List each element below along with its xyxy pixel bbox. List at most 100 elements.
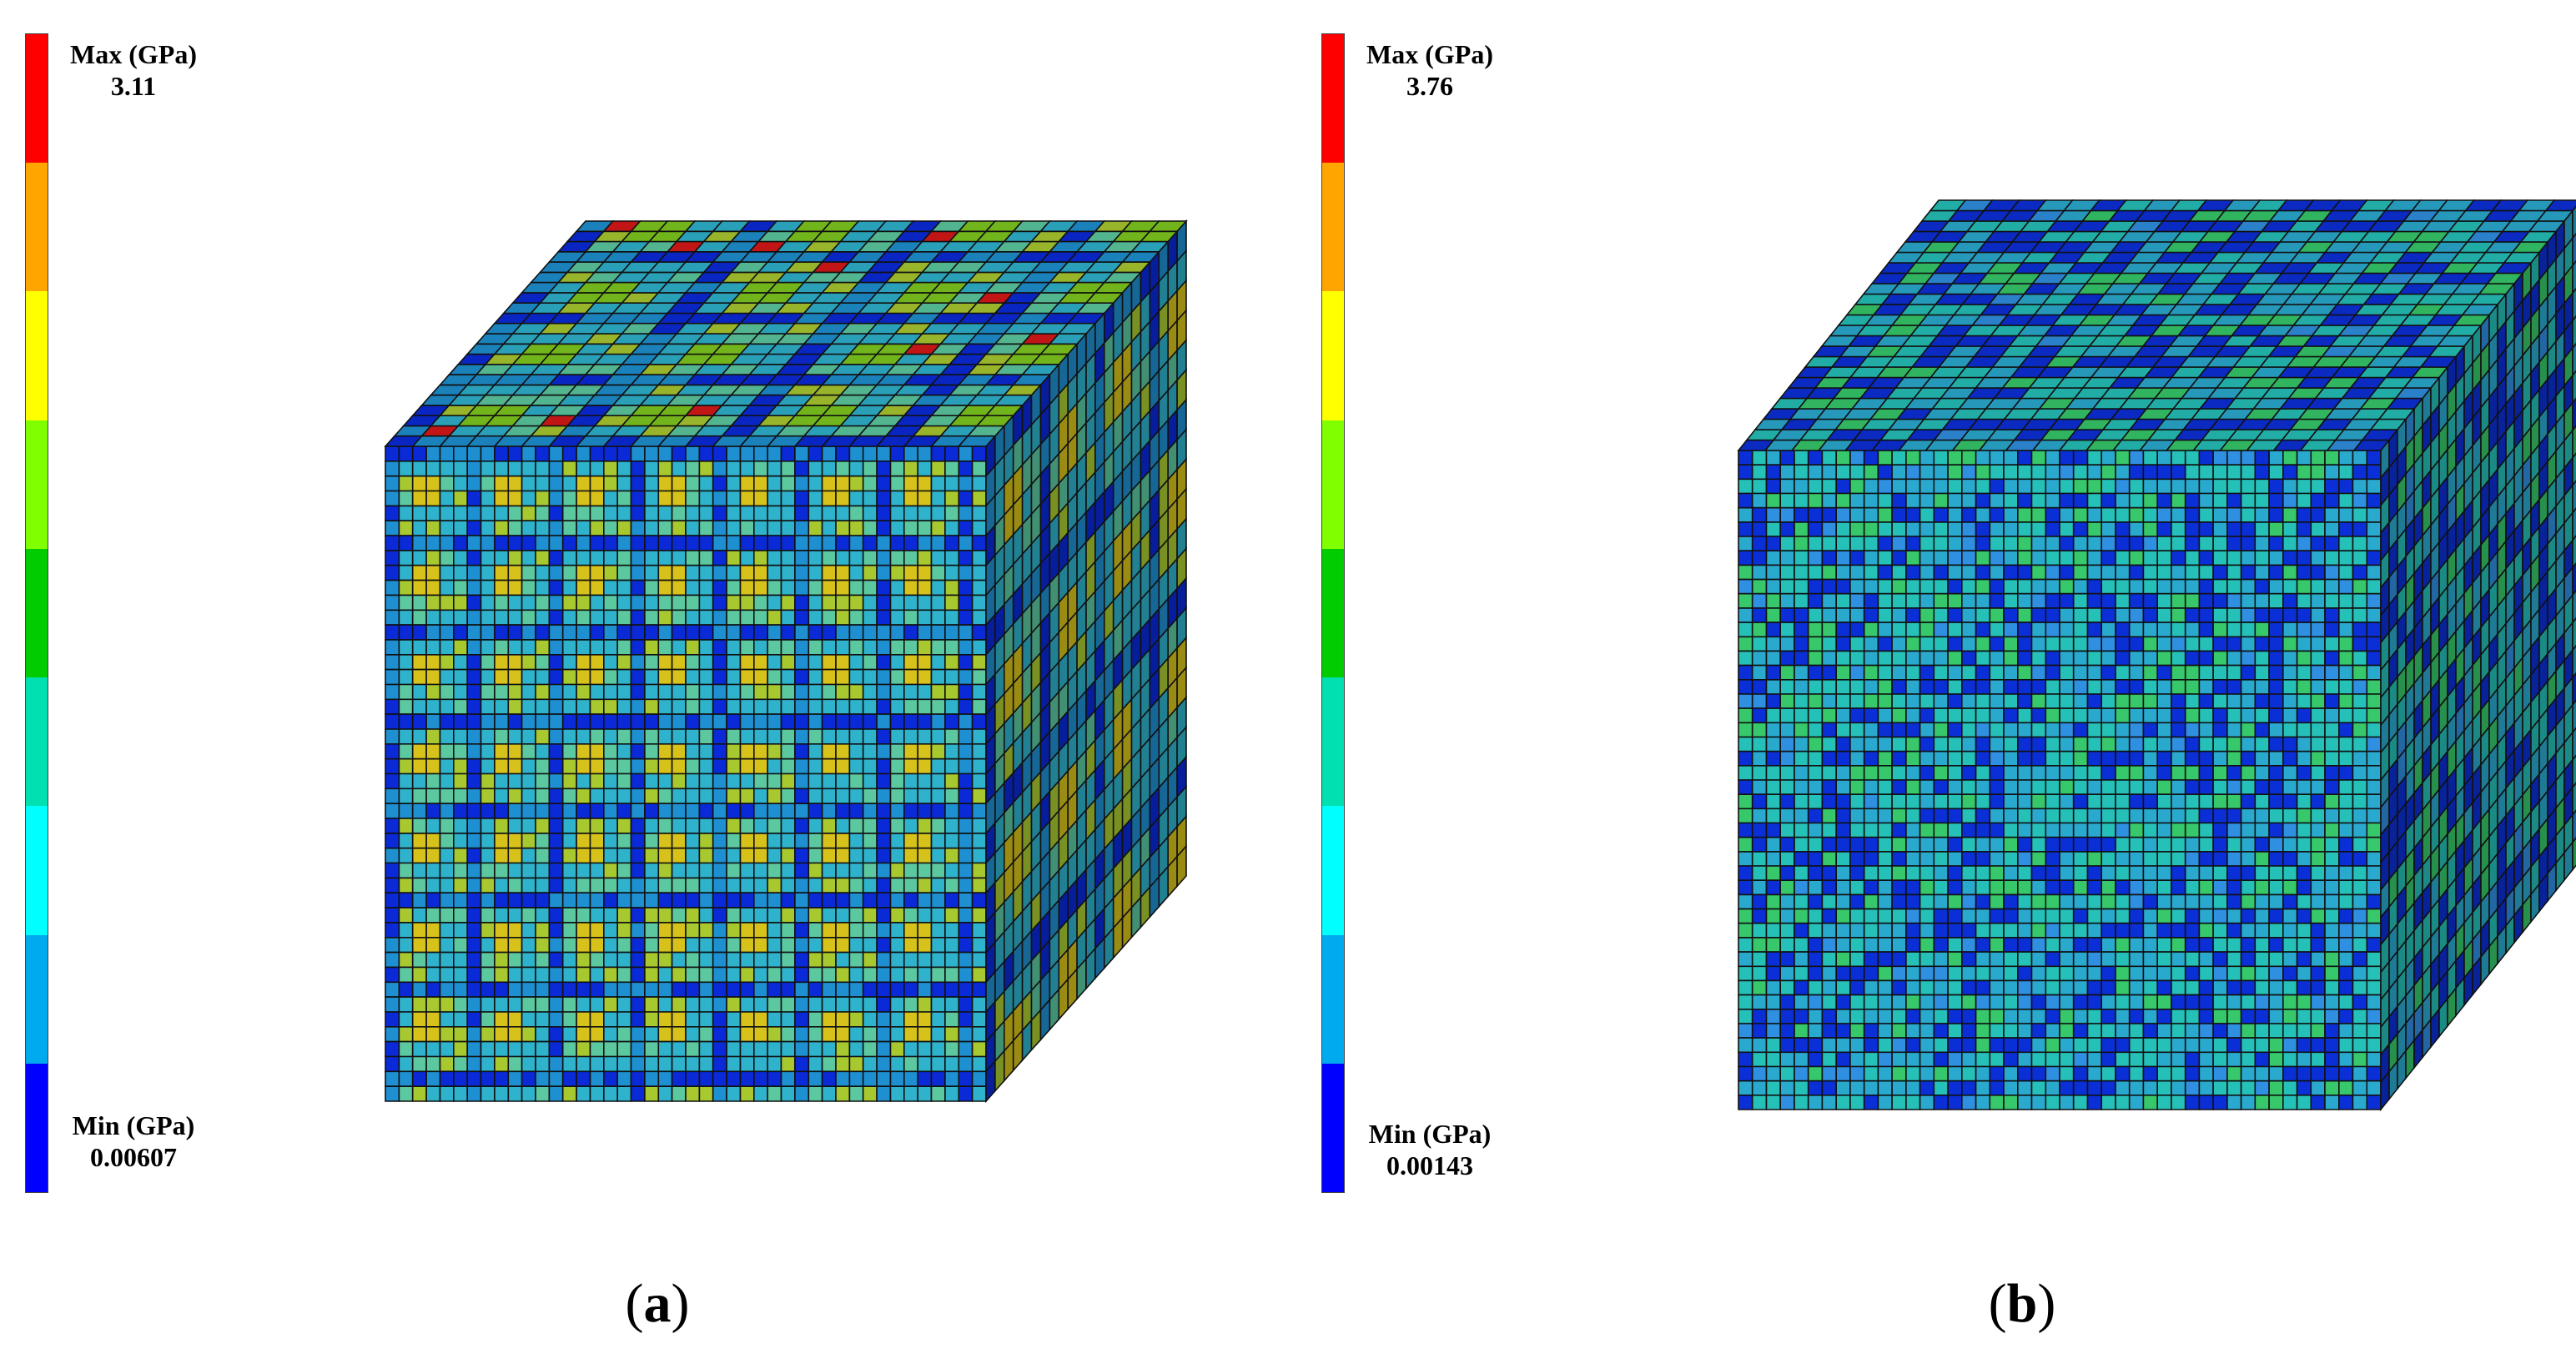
cube-front-voxel	[2171, 951, 2186, 968]
cube-front-voxel	[2296, 693, 2312, 709]
cube-front-voxel	[576, 833, 591, 849]
cube-front-voxel	[2212, 1009, 2228, 1024]
cube-front-voxel	[2059, 636, 2075, 652]
cube-front-voxel	[439, 892, 455, 908]
cube-front-voxel	[958, 862, 974, 879]
cube-front-voxel	[1975, 1095, 1991, 1110]
cube-front-voxel	[2030, 1037, 2047, 1054]
cube-front-voxel	[1863, 865, 1879, 881]
cube-front-voxel	[808, 1085, 823, 1102]
cube-front-voxel	[548, 520, 564, 536]
cube-front-voxel	[2184, 793, 2201, 810]
cube-front-voxel	[644, 490, 660, 507]
cube-front-voxel	[821, 981, 837, 998]
cube-front-voxel	[425, 803, 441, 819]
cube-front-voxel	[1821, 1080, 1838, 1096]
cube-front-voxel	[576, 475, 591, 492]
cube-front-voxel	[2030, 678, 2047, 695]
cube-front-voxel	[780, 535, 796, 551]
cube-front-voxel	[2045, 492, 2060, 509]
cube-front-voxel	[808, 1026, 823, 1043]
cube-front-voxel	[1835, 994, 1851, 1010]
cube-front-voxel	[2352, 578, 2368, 595]
cube-front-voxel	[2156, 750, 2172, 767]
cube-front-voxel	[2310, 564, 2326, 581]
cube-front-voxel	[480, 757, 496, 775]
cube-front-voxel	[561, 951, 577, 969]
cube-front-voxel	[2212, 851, 2228, 867]
cube-front-voxel	[411, 818, 427, 834]
cube-front-voxel	[2101, 1051, 2116, 1068]
cube-front-voxel	[2254, 893, 2270, 910]
cube-front-voxel	[2142, 1023, 2158, 1039]
cube-front-voxel	[1863, 922, 1879, 939]
cube-front-voxel	[780, 1040, 796, 1058]
cube-front-voxel	[971, 742, 987, 760]
cube-front-voxel	[452, 966, 469, 984]
cube-front-voxel	[452, 907, 469, 924]
cube-front-voxel	[2212, 478, 2228, 495]
cube-front-voxel	[561, 505, 577, 522]
cube-front-voxel	[1933, 664, 1949, 681]
cube-front-voxel	[2171, 722, 2186, 738]
cube-front-voxel	[2030, 1065, 2047, 1082]
cube-front-voxel	[644, 803, 660, 819]
cube-front-voxel	[1849, 592, 1865, 609]
cube-front-voxel	[2086, 994, 2103, 1010]
cube-front-voxel	[971, 579, 987, 596]
cube-front-voxel	[2268, 1051, 2284, 1068]
cube-front-voxel	[889, 639, 905, 656]
cube-front-voxel	[930, 520, 946, 536]
cube-front-voxel	[1975, 478, 1991, 495]
cube-front-voxel	[2045, 536, 2060, 552]
cube-front-voxel	[589, 951, 605, 969]
cube-front-voxel	[2282, 1051, 2298, 1068]
max-legend-label-b: Max (GPa) 3.76	[1330, 38, 1530, 102]
cube-front-voxel	[767, 520, 782, 536]
cube-front-voxel	[1849, 851, 1865, 867]
cube-front-voxel	[2282, 879, 2298, 896]
cube-front-voxel	[671, 996, 687, 1013]
voxel-cube-a	[384, 219, 1188, 1104]
cube-front-voxel	[425, 892, 441, 908]
cube-front-voxel	[1947, 592, 1963, 609]
cube-front-voxel	[971, 1070, 987, 1087]
cube-front-voxel	[561, 1055, 577, 1073]
cube-front-voxel	[2171, 678, 2186, 695]
cube-front-voxel	[1933, 607, 1949, 623]
cube-front-voxel	[452, 713, 469, 730]
cube-front-voxel	[2324, 650, 2340, 667]
cube-front-voxel	[466, 535, 482, 551]
cube-front-voxel	[2282, 1009, 2298, 1024]
cube-front-voxel	[835, 668, 851, 686]
cube-front-voxel	[1807, 1095, 1824, 1110]
cube-front-voxel	[698, 1011, 714, 1028]
cube-front-voxel	[1947, 492, 1963, 509]
cube-front-voxel	[507, 535, 523, 551]
cube-front-voxel	[671, 922, 687, 939]
cube-front-voxel	[944, 1026, 960, 1043]
cube-front-voxel	[521, 668, 536, 686]
cube-front-voxel	[2338, 1023, 2354, 1039]
cube-front-voxel	[917, 922, 933, 939]
cube-front-voxel	[561, 520, 577, 536]
cube-front-voxel	[685, 460, 701, 477]
cube-front-voxel	[1779, 492, 1795, 509]
cube-front-voxel	[2268, 464, 2284, 481]
cube-front-voxel	[2156, 836, 2172, 853]
cube-front-voxel	[466, 728, 482, 745]
cube-front-voxel	[1807, 592, 1824, 609]
cube-front-voxel	[1779, 722, 1795, 738]
colorbar-band	[26, 1063, 48, 1192]
cube-front-voxel	[835, 877, 851, 893]
cube-front-voxel	[548, 683, 564, 701]
cube-front-voxel	[1933, 822, 1949, 838]
cube-front-voxel	[452, 579, 469, 596]
cube-front-voxel	[671, 713, 687, 730]
cube-front-voxel	[1738, 1080, 1753, 1096]
cube-front-voxel	[1891, 1023, 1907, 1039]
cube-front-voxel	[2240, 550, 2257, 566]
cube-front-voxel	[1794, 979, 1809, 996]
cube-front-voxel	[2296, 922, 2312, 939]
cube-front-voxel	[2254, 965, 2270, 982]
